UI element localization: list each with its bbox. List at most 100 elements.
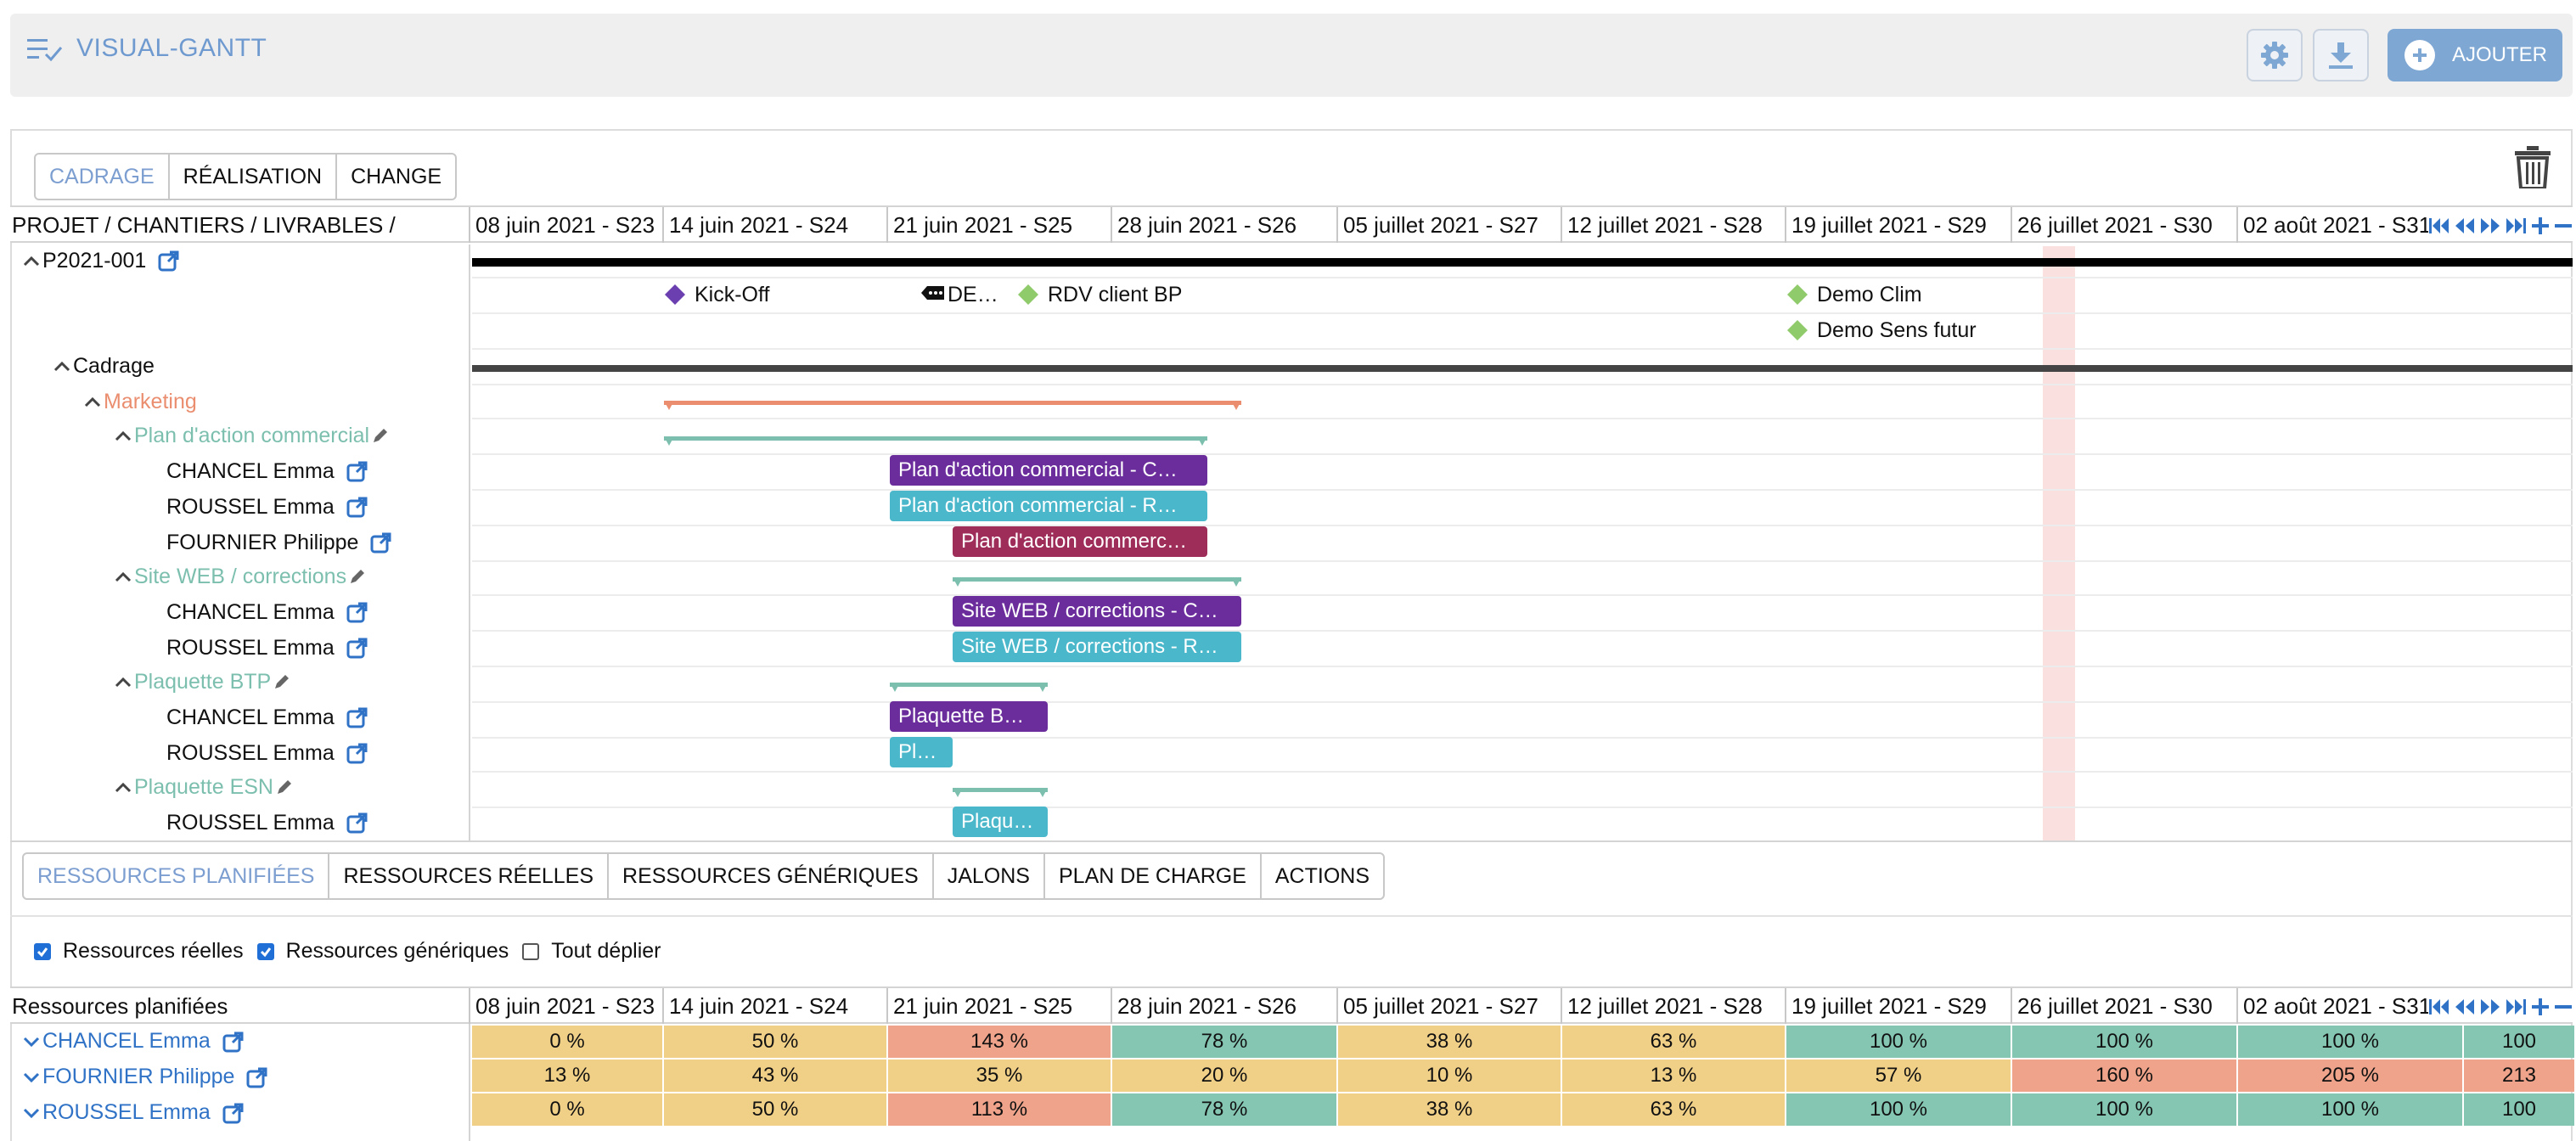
external-link-icon[interactable] bbox=[246, 1066, 268, 1088]
settings-button[interactable] bbox=[2247, 29, 2303, 82]
milestone-demo-clim[interactable]: Demo Clim bbox=[1786, 280, 1922, 309]
milestone-kickoff[interactable]: Kick-Off bbox=[664, 280, 769, 309]
zoom-out-icon[interactable] bbox=[2554, 997, 2573, 1017]
tree-row-project[interactable]: P2021-001 bbox=[22, 246, 180, 275]
menu-check-icon[interactable] bbox=[27, 36, 66, 65]
tree-row-deliverable[interactable]: Plaquette BTP bbox=[114, 667, 291, 696]
tab-cadrage[interactable]: CADRAGE bbox=[36, 155, 170, 199]
next-icon[interactable] bbox=[2479, 997, 2501, 1017]
tab-ressources-generiques[interactable]: RESSOURCES GÉNÉRIQUES bbox=[609, 854, 934, 898]
tree-row-deliverable[interactable]: Plan d'action commercial bbox=[114, 421, 390, 450]
task-bar[interactable]: Site WEB / corrections - C… bbox=[953, 596, 1241, 627]
chevron-down-icon[interactable] bbox=[22, 1035, 41, 1048]
milestone-demo-sens[interactable]: Demo Sens futur bbox=[1786, 316, 1977, 345]
zoom-in-icon[interactable] bbox=[2530, 216, 2551, 236]
tree-row-resource[interactable]: CHANCEL Emma bbox=[166, 703, 368, 732]
tree-row-phase[interactable]: Cadrage bbox=[53, 351, 155, 380]
tree-row-workstream[interactable]: Marketing bbox=[83, 387, 197, 416]
chevron-up-icon[interactable] bbox=[114, 675, 132, 689]
column-separator bbox=[1336, 988, 1338, 1024]
column-separator bbox=[2236, 207, 2238, 243]
chevron-up-icon[interactable] bbox=[22, 254, 41, 267]
deliverable-summary-bar[interactable] bbox=[953, 786, 1048, 798]
task-bar[interactable]: Site WEB / corrections - R… bbox=[953, 632, 1241, 662]
external-link-icon[interactable] bbox=[346, 742, 368, 764]
first-page-icon[interactable] bbox=[2428, 997, 2450, 1017]
previous-icon[interactable] bbox=[2454, 216, 2476, 236]
milestone-rdv[interactable]: RDV client BP bbox=[1017, 280, 1182, 309]
tab-ressources-planifiees[interactable]: RESSOURCES PLANIFIÉES bbox=[24, 854, 330, 898]
tree-row-resource[interactable]: CHANCEL Emma bbox=[166, 457, 368, 486]
external-link-icon[interactable] bbox=[346, 601, 368, 623]
tab-plan-de-charge[interactable]: PLAN DE CHARGE bbox=[1045, 854, 1262, 898]
last-page-icon[interactable] bbox=[2505, 997, 2527, 1017]
tree-row-deliverable[interactable]: Site WEB / corrections bbox=[114, 562, 367, 591]
trash-icon[interactable] bbox=[2515, 146, 2551, 188]
tree-row-resource[interactable]: ROUSSEL Emma bbox=[166, 633, 368, 662]
chevron-up-icon[interactable] bbox=[83, 395, 102, 408]
chevron-up-icon[interactable] bbox=[114, 429, 132, 442]
tree-row-deliverable[interactable]: Plaquette ESN bbox=[114, 773, 294, 801]
resource-row-name[interactable]: ROUSSEL Emma bbox=[22, 1100, 245, 1125]
external-link-icon[interactable] bbox=[370, 531, 392, 554]
task-bar[interactable]: Plan d'action commercial - R… bbox=[890, 491, 1207, 521]
external-link-icon[interactable] bbox=[346, 812, 368, 834]
first-page-icon[interactable] bbox=[2428, 216, 2450, 236]
resource-label: ROUSSEL Emma bbox=[166, 494, 335, 519]
deliverable-summary-bar[interactable] bbox=[664, 435, 1207, 447]
milestone-de[interactable]: DE… bbox=[920, 280, 998, 309]
last-page-icon[interactable] bbox=[2505, 216, 2527, 236]
resource-filters: Ressources réelles Ressources génériques… bbox=[34, 939, 675, 964]
resource-row-name[interactable]: CHANCEL Emma bbox=[22, 1029, 245, 1054]
add-button[interactable]: AJOUTER bbox=[2388, 29, 2562, 82]
chevron-up-icon[interactable] bbox=[114, 570, 132, 583]
checkbox-ressources-reelles[interactable] bbox=[34, 942, 51, 960]
external-link-icon[interactable] bbox=[346, 496, 368, 518]
tree-row-resource[interactable]: CHANCEL Emma bbox=[166, 598, 368, 627]
tab-jalons[interactable]: JALONS bbox=[934, 854, 1045, 898]
tab-realisation[interactable]: RÉALISATION bbox=[170, 155, 338, 199]
tab-ressources-reelles[interactable]: RESSOURCES RÉELLES bbox=[329, 854, 610, 898]
tree-row-resource[interactable]: FOURNIER Philippe bbox=[166, 528, 392, 557]
pencil-icon[interactable] bbox=[273, 672, 291, 691]
checkbox-tout-deplier[interactable] bbox=[522, 942, 540, 960]
task-bar[interactable]: Plan d'action commerc… bbox=[953, 526, 1207, 557]
deliverable-summary-bar[interactable] bbox=[953, 576, 1241, 587]
deliverable-label: Plan d'action commercial bbox=[134, 423, 370, 447]
external-link-icon[interactable] bbox=[346, 460, 368, 482]
task-bar[interactable]: Plaquette B… bbox=[890, 701, 1048, 732]
zoom-in-icon[interactable] bbox=[2530, 997, 2551, 1017]
tab-actions[interactable]: ACTIONS bbox=[1274, 864, 1370, 888]
pencil-icon[interactable] bbox=[275, 778, 294, 796]
tab-change[interactable]: CHANGE bbox=[351, 165, 442, 188]
external-link-icon[interactable] bbox=[158, 250, 180, 272]
project-summary-bar[interactable] bbox=[472, 258, 2573, 267]
external-link-icon[interactable] bbox=[222, 1102, 245, 1124]
chevron-down-icon[interactable] bbox=[22, 1106, 41, 1120]
external-link-icon[interactable] bbox=[346, 706, 368, 728]
task-bar[interactable]: Pl… bbox=[890, 737, 953, 767]
download-button[interactable] bbox=[2313, 29, 2369, 82]
pencil-icon[interactable] bbox=[348, 567, 367, 586]
resource-name: FOURNIER Philippe bbox=[42, 1065, 235, 1088]
deliverable-summary-bar[interactable] bbox=[890, 681, 1048, 693]
checkbox-ressources-generiques[interactable] bbox=[256, 942, 274, 960]
next-icon[interactable] bbox=[2479, 216, 2501, 236]
tree-row-resource[interactable]: ROUSSEL Emma bbox=[166, 492, 368, 521]
load-cell: 100 bbox=[2464, 1093, 2576, 1126]
pencil-icon[interactable] bbox=[371, 426, 390, 445]
phase-summary-bar[interactable] bbox=[472, 365, 2573, 372]
tree-row-resource[interactable]: ROUSSEL Emma bbox=[166, 739, 368, 767]
resource-row-name[interactable]: FOURNIER Philippe bbox=[22, 1065, 268, 1089]
workstream-summary-bar[interactable] bbox=[664, 399, 1241, 411]
external-link-icon[interactable] bbox=[222, 1031, 245, 1053]
chevron-up-icon[interactable] bbox=[114, 780, 132, 794]
tree-row-resource[interactable]: ROUSSEL Emma bbox=[166, 808, 368, 837]
external-link-icon[interactable] bbox=[346, 637, 368, 659]
chevron-up-icon[interactable] bbox=[53, 359, 71, 373]
chevron-down-icon[interactable] bbox=[22, 1071, 41, 1084]
zoom-out-icon[interactable] bbox=[2554, 216, 2573, 236]
task-bar[interactable]: Plaqu… bbox=[953, 807, 1048, 837]
previous-icon[interactable] bbox=[2454, 997, 2476, 1017]
task-bar[interactable]: Plan d'action commercial - C… bbox=[890, 455, 1207, 486]
